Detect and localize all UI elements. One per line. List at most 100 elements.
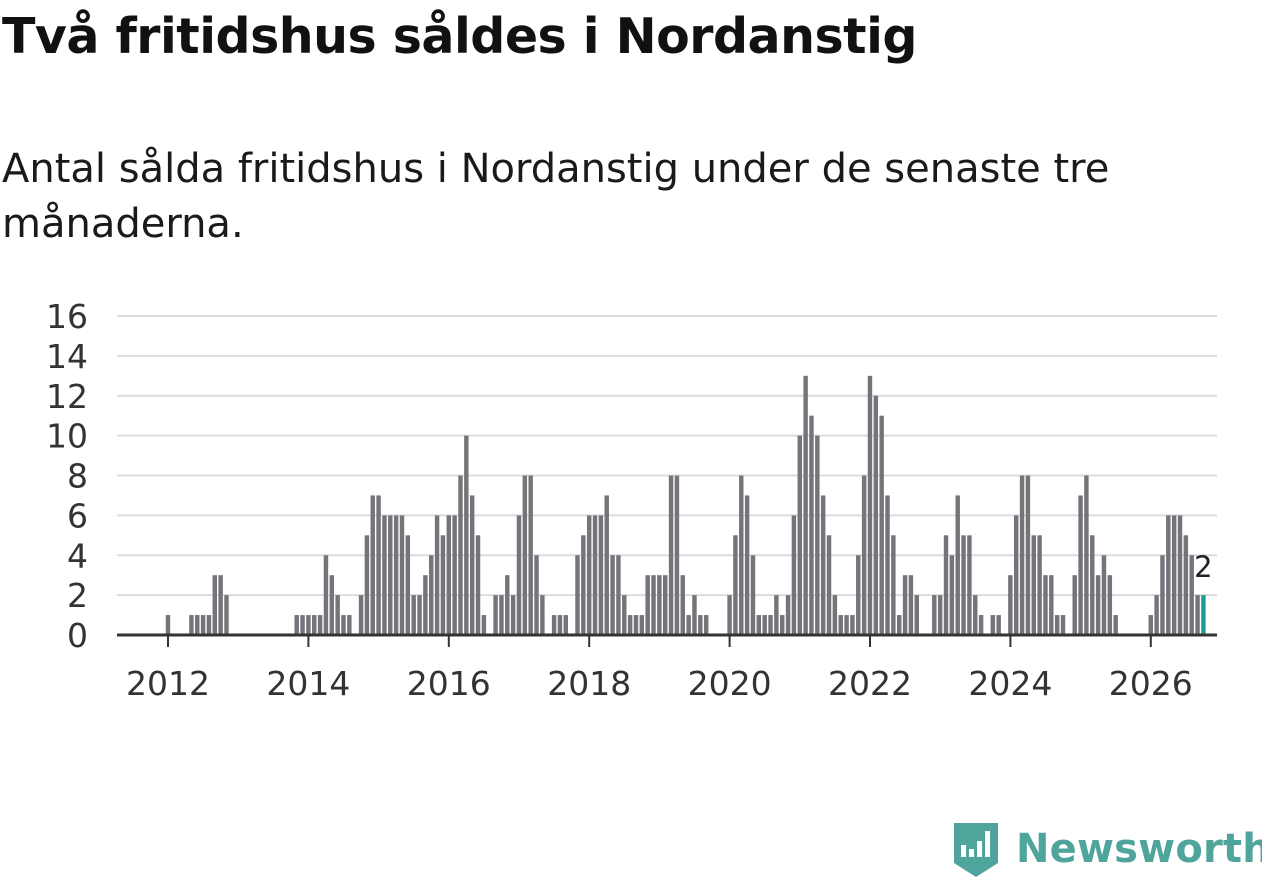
bar bbox=[1090, 535, 1095, 635]
bar bbox=[399, 515, 405, 636]
bar bbox=[622, 595, 627, 636]
bar bbox=[826, 535, 832, 635]
bar bbox=[1095, 575, 1101, 635]
bar bbox=[639, 615, 645, 635]
bar bbox=[633, 615, 639, 635]
bar bbox=[902, 575, 908, 635]
bar bbox=[733, 535, 738, 635]
bar bbox=[534, 555, 539, 635]
bar bbox=[1171, 515, 1177, 636]
bar bbox=[493, 595, 498, 636]
bar bbox=[434, 515, 440, 636]
bar bbox=[803, 375, 808, 635]
bar bbox=[475, 535, 481, 635]
bar bbox=[844, 615, 849, 635]
bar bbox=[873, 395, 879, 635]
bar bbox=[990, 615, 996, 635]
bar bbox=[586, 515, 592, 636]
bar bbox=[200, 615, 206, 635]
x-tick-label: 2014 bbox=[266, 664, 350, 703]
bar bbox=[440, 535, 446, 635]
bar bbox=[891, 535, 896, 635]
bar bbox=[908, 575, 914, 635]
bar bbox=[212, 575, 218, 635]
bar bbox=[499, 595, 504, 636]
x-tick-label: 2026 bbox=[1109, 664, 1193, 703]
bar bbox=[1183, 535, 1189, 635]
bar bbox=[1177, 515, 1183, 636]
bar bbox=[1008, 575, 1013, 635]
bar bbox=[300, 615, 305, 635]
bar bbox=[1013, 515, 1019, 636]
bar bbox=[645, 575, 650, 635]
y-tick-label: 14 bbox=[46, 337, 88, 376]
bar bbox=[797, 435, 802, 636]
bar bbox=[692, 595, 697, 636]
bar bbox=[458, 475, 463, 635]
bar bbox=[610, 555, 615, 635]
bar bbox=[405, 535, 411, 635]
bar bbox=[317, 615, 323, 635]
bar bbox=[668, 475, 674, 635]
bar bbox=[329, 575, 335, 635]
bar bbox=[616, 555, 621, 635]
bar bbox=[914, 595, 919, 636]
y-tick-label: 2 bbox=[67, 576, 88, 615]
bar bbox=[756, 615, 762, 635]
bar bbox=[674, 475, 680, 635]
bar bbox=[967, 535, 972, 635]
bar bbox=[382, 515, 387, 636]
bar bbox=[774, 595, 779, 636]
bar bbox=[1113, 615, 1118, 635]
bar bbox=[393, 515, 399, 636]
x-tick-label: 2016 bbox=[407, 664, 491, 703]
bar bbox=[189, 615, 194, 635]
bar bbox=[452, 515, 457, 636]
bar bbox=[528, 475, 533, 635]
bar bbox=[657, 575, 662, 635]
bar bbox=[388, 515, 393, 636]
bar bbox=[937, 595, 943, 636]
bar bbox=[1154, 595, 1159, 636]
y-tick-label: 10 bbox=[46, 417, 88, 456]
bar bbox=[663, 575, 668, 635]
bar bbox=[516, 515, 522, 636]
bar bbox=[856, 555, 861, 635]
bar bbox=[306, 615, 311, 635]
bar bbox=[686, 615, 691, 635]
bar bbox=[651, 575, 656, 635]
bar bbox=[698, 615, 703, 635]
bar bbox=[370, 495, 375, 635]
bar bbox=[364, 535, 370, 635]
bar bbox=[563, 615, 569, 635]
bar bbox=[598, 515, 604, 636]
y-tick-label: 8 bbox=[67, 457, 88, 496]
bar bbox=[1019, 475, 1025, 635]
y-tick-label: 6 bbox=[67, 496, 88, 535]
bar bbox=[323, 555, 329, 635]
bar bbox=[335, 595, 340, 636]
bar bbox=[727, 595, 732, 636]
bar bbox=[885, 495, 890, 635]
bar bbox=[1101, 555, 1107, 635]
bar bbox=[768, 615, 773, 635]
bar bbox=[464, 435, 469, 636]
bar bbox=[961, 535, 966, 635]
data-label: 2 bbox=[1194, 550, 1212, 584]
bar bbox=[785, 595, 791, 636]
bar bbox=[850, 615, 855, 635]
bar bbox=[838, 615, 843, 635]
bar bbox=[1037, 535, 1042, 635]
bar bbox=[604, 495, 609, 635]
x-tick-label: 2020 bbox=[688, 664, 772, 703]
bar bbox=[932, 595, 937, 636]
y-tick-label: 12 bbox=[46, 377, 88, 416]
bar bbox=[575, 555, 580, 635]
x-tick-label: 2024 bbox=[968, 664, 1052, 703]
bar bbox=[469, 495, 475, 635]
bar bbox=[1043, 575, 1048, 635]
bar bbox=[1031, 535, 1036, 635]
bar bbox=[996, 615, 1001, 635]
bar bbox=[581, 535, 586, 635]
bar bbox=[1054, 615, 1060, 635]
